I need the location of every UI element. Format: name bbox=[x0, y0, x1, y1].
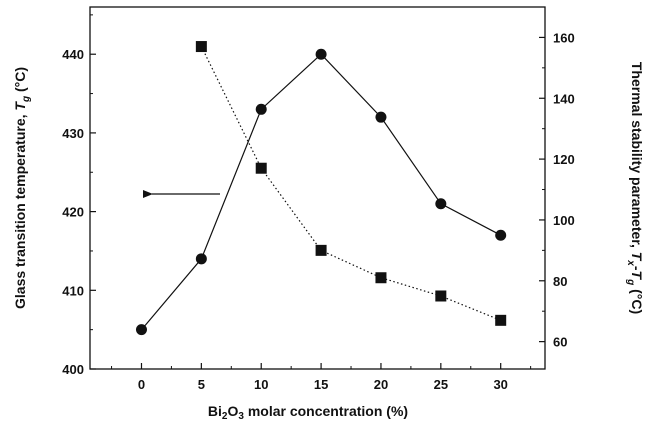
y-right-axis-ticks: 60 80 100 120 140 160 bbox=[539, 30, 575, 350]
x-axis-ticks: 0 5 10 15 20 25 30 bbox=[111, 363, 532, 392]
x-tick-label: 0 bbox=[138, 377, 145, 392]
data-point-square bbox=[495, 314, 507, 326]
y-right-tick-label: 100 bbox=[553, 213, 575, 228]
y-right-tick-label: 140 bbox=[553, 91, 575, 106]
y-left-tick-label: 420 bbox=[62, 205, 84, 220]
x-tick-label: 20 bbox=[374, 377, 388, 392]
data-point-square bbox=[435, 290, 447, 302]
y-right-tick-label: 60 bbox=[553, 335, 567, 350]
y-right-tick-label: 80 bbox=[553, 274, 567, 289]
x-tick-label: 15 bbox=[314, 377, 328, 392]
y-left-tick-label: 440 bbox=[62, 47, 84, 62]
y-right-axis-title: Thermal stability parameter, Tx-Tg (°C) bbox=[625, 62, 645, 314]
y-left-axis-title: Glass transition temperature, Tg (°C) bbox=[12, 67, 32, 309]
data-point-circle bbox=[315, 48, 327, 60]
series-square-line bbox=[200, 46, 501, 321]
data-point-circle bbox=[135, 324, 147, 336]
data-point-circle bbox=[495, 229, 507, 241]
x-tick-label: 10 bbox=[254, 377, 268, 392]
x-tick-label: 5 bbox=[198, 377, 205, 392]
y-right-tick-label: 120 bbox=[553, 152, 575, 167]
x-tick-label: 30 bbox=[493, 377, 507, 392]
data-point-circle bbox=[255, 103, 267, 115]
y-left-tick-label: 410 bbox=[62, 283, 84, 298]
data-point-square bbox=[255, 162, 267, 174]
x-tick-label: 25 bbox=[434, 377, 448, 392]
y-right-tick-label: 160 bbox=[553, 30, 575, 45]
y-left-tick-label: 400 bbox=[62, 362, 84, 377]
data-point-square bbox=[195, 41, 207, 53]
data-point-circle bbox=[435, 198, 447, 210]
x-axis-title: Bi2O3 molar concentration (%) bbox=[208, 403, 408, 422]
series-layer bbox=[135, 41, 507, 336]
data-point-circle bbox=[375, 111, 387, 123]
data-point-square bbox=[375, 272, 387, 284]
plot-frame bbox=[89, 6, 546, 370]
y-left-axis-ticks: 400 410 420 430 440 bbox=[62, 14, 96, 377]
series-circle-line bbox=[141, 53, 501, 331]
data-point-square bbox=[315, 244, 327, 256]
data-point-circle bbox=[195, 253, 207, 265]
y-left-tick-label: 430 bbox=[62, 126, 84, 141]
